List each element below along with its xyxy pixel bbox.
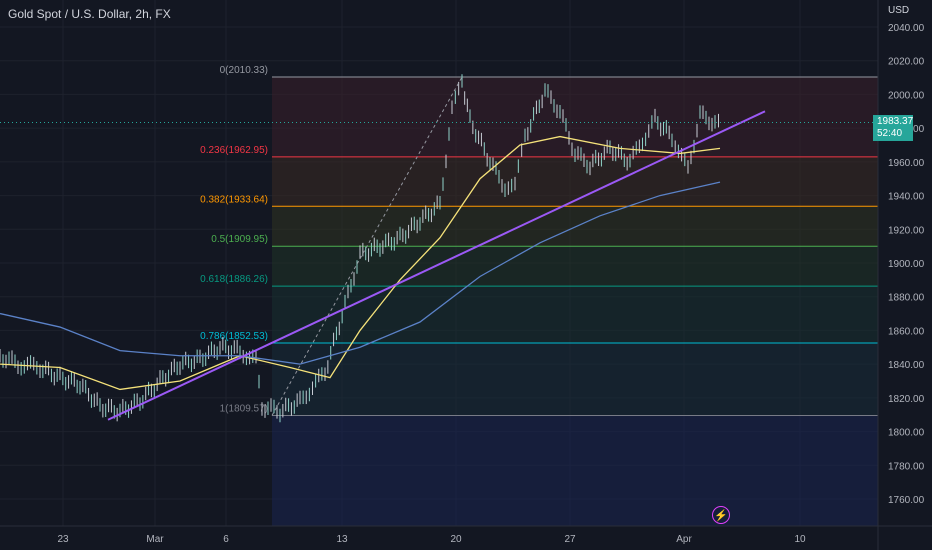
x-tick-label: 6 (223, 534, 229, 545)
time-axis[interactable]: 23 Mar 6 13 20 27 Apr 10 (0, 525, 932, 545)
fib-band (272, 415, 878, 526)
y-tick-label: 1860.00 (888, 326, 925, 337)
fib-band (272, 286, 878, 344)
y-tick-label: 1800.00 (888, 428, 925, 439)
fibonacci-retracement[interactable]: 0(2010.33) 0.236(1962.95) 0.382(1933.64) 0.… (200, 65, 878, 526)
fib-label-0: 0(2010.33) (220, 65, 268, 76)
last-price-value: 1983.37 (877, 116, 914, 127)
fib-label-0.786: 0.786(1852.53) (200, 331, 268, 342)
y-tick-label: 1780.00 (888, 461, 925, 472)
x-tick-label: 23 (57, 534, 69, 545)
y-tick-label: 1760.00 (888, 495, 925, 506)
y-tick-label: 2040.00 (888, 23, 925, 34)
y-tick-label: 1820.00 (888, 394, 925, 405)
y-tick-label: 2000.00 (888, 90, 925, 101)
y-tick-label: 1940.00 (888, 192, 925, 203)
moving-average-line (0, 135, 721, 391)
fib-label-0.236: 0.236(1962.95) (200, 145, 268, 156)
currency-label: USD (888, 5, 910, 16)
chart-series (0, 74, 878, 423)
y-tick-label: 1900.00 (888, 259, 925, 270)
x-tick-label: 20 (450, 534, 462, 545)
y-tick-label: 1840.00 (888, 360, 925, 371)
fib-label-0.5: 0.5(1909.95) (211, 234, 268, 245)
fib-band (272, 246, 878, 287)
last-price-badge: 1983.37 52:40 (873, 115, 913, 141)
y-tick-label: 1880.00 (888, 293, 925, 304)
x-tick-label: 27 (564, 534, 576, 545)
y-tick-label: 1960.00 (888, 158, 925, 169)
fib-label-0.382: 0.382(1933.64) (200, 194, 268, 205)
fib-band (272, 343, 878, 416)
x-tick-label: 10 (794, 534, 806, 545)
y-tick-label: 2020.00 (888, 57, 925, 68)
fib-label-0.618: 0.618(1886.26) (200, 274, 268, 285)
trend-line (107, 110, 766, 421)
fib-band (272, 206, 878, 247)
fib-band (272, 156, 878, 207)
fib-anchor-line (271, 76, 463, 416)
moving-average-line (0, 181, 721, 365)
x-tick-label: Apr (676, 534, 692, 545)
fib-band (272, 77, 878, 157)
lightning-icon[interactable]: ⚡ (712, 506, 730, 524)
x-tick-label: Mar (146, 534, 164, 545)
fib-label-1: 1(1809.57) (220, 403, 268, 414)
chart-title: Gold Spot / U.S. Dollar, 2h, FX (8, 7, 171, 21)
x-tick-label: 13 (336, 534, 348, 545)
price-axis[interactable]: 1760.00 1780.00 1800.00 1820.00 1840.00 1860.… (877, 0, 925, 550)
y-tick-label: 1920.00 (888, 225, 925, 236)
bar-countdown: 52:40 (877, 128, 903, 139)
